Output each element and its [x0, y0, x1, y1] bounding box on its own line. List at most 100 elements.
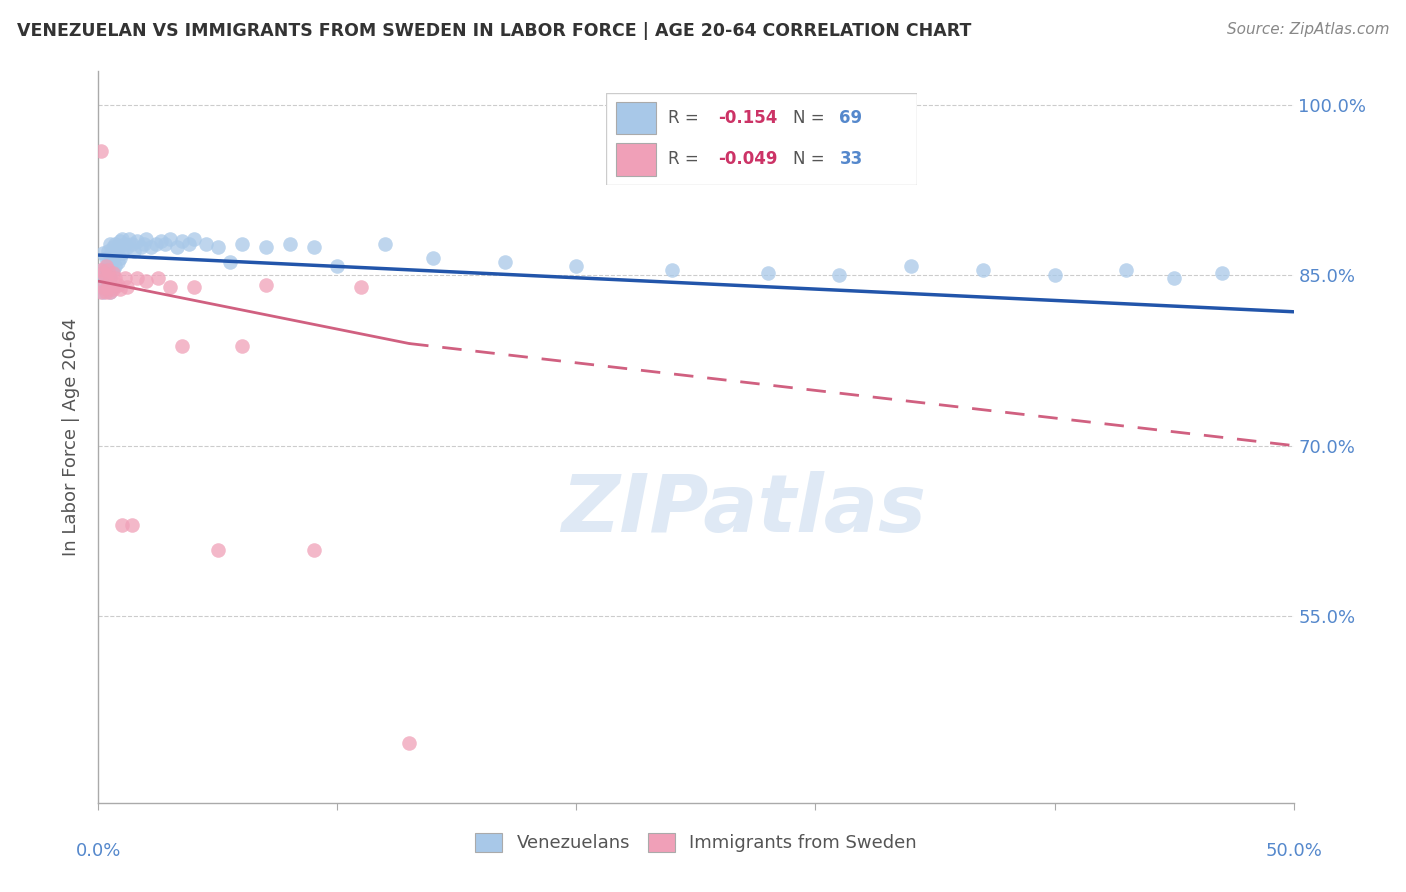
Point [104, 270, 127, 285]
Point [207, 240, 229, 254]
Point [101, 252, 124, 266]
Point [104, 236, 127, 251]
Point [179, 236, 201, 251]
Point [155, 236, 177, 251]
Point [90, 262, 112, 277]
Point [131, 240, 153, 254]
Point [661, 262, 683, 277]
Point [302, 542, 325, 557]
Point [565, 260, 588, 274]
Point [148, 270, 170, 285]
Point [231, 339, 253, 353]
Text: VENEZUELAN VS IMMIGRANTS FROM SWEDEN IN LABOR FORCE | AGE 20-64 CORRELATION CHAR: VENEZUELAN VS IMMIGRANTS FROM SWEDEN IN … [17, 22, 972, 40]
Point [107, 240, 129, 254]
Point [97, 262, 120, 277]
Point [121, 236, 143, 251]
Text: ZIPatlas: ZIPatlas [561, 471, 927, 549]
Point [135, 232, 157, 246]
Point [91, 280, 114, 294]
Point [108, 252, 131, 266]
Point [91, 268, 114, 283]
Point [98, 270, 122, 285]
Text: 50.0%: 50.0% [1265, 842, 1322, 860]
Point [114, 236, 136, 251]
Point [94, 282, 117, 296]
Point [90, 262, 112, 277]
Point [166, 240, 188, 254]
Point [1211, 266, 1233, 280]
Point [101, 240, 124, 254]
Point [107, 255, 129, 269]
Point [98, 248, 122, 262]
Point [494, 255, 516, 269]
Point [350, 280, 373, 294]
Point [183, 280, 205, 294]
Point [972, 262, 994, 277]
Point [1115, 262, 1137, 277]
Point [121, 518, 143, 533]
Point [111, 245, 134, 260]
Point [159, 232, 181, 246]
Point [108, 282, 131, 296]
Point [132, 236, 155, 251]
Point [98, 260, 122, 274]
Point [149, 235, 172, 249]
Point [94, 260, 117, 274]
Point [326, 260, 349, 274]
Point [94, 270, 117, 285]
Point [94, 285, 117, 300]
Point [111, 518, 134, 533]
Point [91, 266, 114, 280]
Point [101, 280, 124, 294]
Point [207, 542, 229, 557]
Point [104, 248, 127, 262]
Point [91, 285, 114, 300]
Point [172, 235, 194, 249]
Point [278, 236, 301, 251]
Point [90, 144, 112, 158]
Point [145, 236, 167, 251]
Point [139, 240, 162, 254]
Point [302, 240, 325, 254]
Point [94, 270, 117, 285]
Point [254, 277, 277, 292]
Point [124, 244, 146, 258]
Point [101, 262, 124, 277]
Point [115, 240, 138, 254]
Point [195, 236, 218, 251]
Point [118, 232, 141, 246]
Point [172, 339, 194, 353]
Point [94, 262, 117, 277]
Point [828, 268, 851, 283]
Point [90, 280, 112, 294]
Point [159, 280, 181, 294]
Point [98, 285, 122, 300]
Point [107, 277, 129, 292]
Point [900, 260, 922, 274]
Point [374, 236, 396, 251]
Point [94, 252, 117, 266]
Point [97, 244, 120, 258]
Point [104, 260, 127, 274]
Text: Source: ZipAtlas.com: Source: ZipAtlas.com [1226, 22, 1389, 37]
Point [398, 736, 420, 750]
Point [219, 255, 242, 269]
Text: 0.0%: 0.0% [76, 842, 121, 860]
Point [111, 232, 134, 246]
Point [756, 266, 779, 280]
Legend: Venezuelans, Immigrants from Sweden: Venezuelans, Immigrants from Sweden [468, 826, 924, 860]
Point [125, 235, 148, 249]
Point [98, 285, 122, 300]
Point [98, 270, 122, 285]
Point [97, 280, 120, 294]
Point [422, 252, 444, 266]
Point [183, 232, 205, 246]
Point [1043, 268, 1066, 283]
Point [135, 274, 157, 288]
Point [1163, 270, 1185, 285]
Point [115, 280, 138, 294]
Point [231, 236, 253, 251]
Point [108, 235, 131, 249]
Point [125, 270, 148, 285]
Point [97, 257, 120, 271]
